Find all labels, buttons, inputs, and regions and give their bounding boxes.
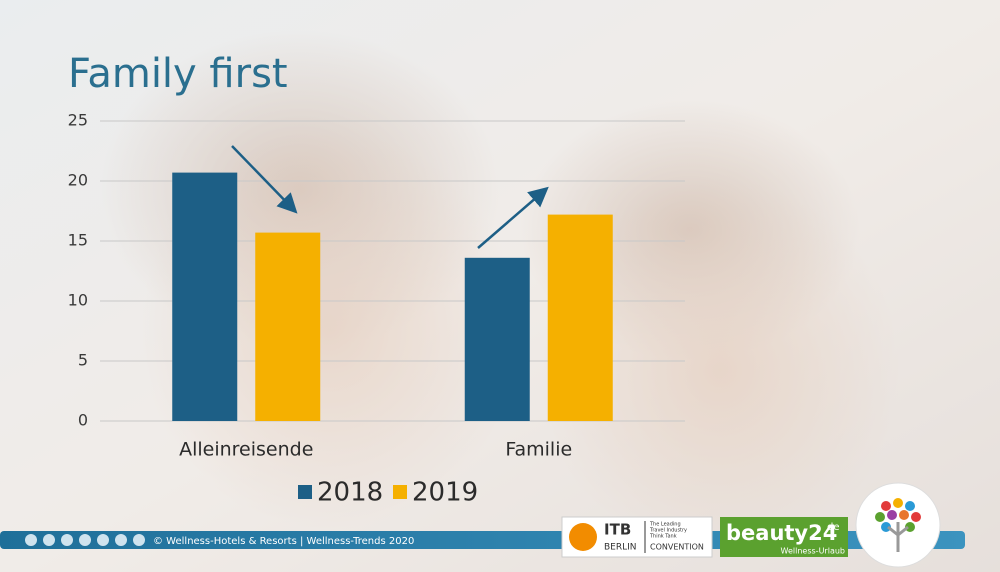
chart-title: Family first (68, 51, 288, 97)
legend-swatch (298, 485, 312, 499)
leaf (875, 512, 885, 522)
footer-dots (25, 534, 145, 546)
beauty-tld: de (827, 522, 840, 533)
legend-swatch (393, 485, 407, 499)
y-tick-label: 25 (68, 111, 88, 130)
x-tick-label: Alleinreisende (179, 439, 313, 461)
bar (547, 214, 613, 421)
beauty-brand: beauty24 (726, 521, 837, 545)
y-tick-label: 5 (78, 351, 88, 370)
legend-label: 2018 (317, 478, 383, 508)
dot (25, 534, 37, 546)
dot (133, 534, 145, 546)
itb-name: ITB (604, 521, 631, 539)
tree-icon (875, 498, 921, 552)
itb-city: BERLIN (604, 543, 637, 553)
trend-arrow (477, 186, 549, 249)
plot: 0 5 10 15 20 25 Alleinreisende Familie 2018 2019 (68, 111, 685, 508)
leaf (881, 501, 891, 511)
bar (255, 232, 321, 421)
y-tick-label: 10 (68, 291, 88, 310)
dot (79, 534, 91, 546)
leaf (905, 501, 915, 511)
y-tick-label: 20 (68, 171, 88, 190)
itb-tagline: Think Tank (649, 534, 677, 540)
leaf (899, 510, 909, 520)
trend-arrow (231, 145, 298, 214)
dot (97, 534, 109, 546)
dot (61, 534, 73, 546)
y-tick-label: 15 (68, 231, 88, 250)
leaf (881, 522, 891, 532)
x-tick-label: Familie (505, 439, 572, 461)
itb-globe (569, 523, 597, 551)
y-tick-label: 0 (78, 411, 88, 430)
beauty-claim: Wellness-Urlaub (781, 547, 845, 556)
bar (172, 172, 238, 421)
legend-label: 2019 (412, 478, 478, 508)
itb-tagline: The Leading (649, 522, 681, 528)
trunk (887, 522, 909, 552)
copyright: © Wellness-Hotels & Resorts | Wellness-T… (153, 536, 414, 547)
leaf (911, 512, 921, 522)
photo-shape (540, 180, 900, 560)
leaf (887, 510, 897, 520)
leaf (893, 498, 903, 508)
dot (115, 534, 127, 546)
itb-event: CONVENTION (650, 543, 704, 552)
beauty-logo (720, 517, 848, 557)
itb-tagline: Travel Industry (649, 528, 687, 534)
bar (464, 257, 530, 421)
leaf (905, 522, 915, 532)
dot (43, 534, 55, 546)
